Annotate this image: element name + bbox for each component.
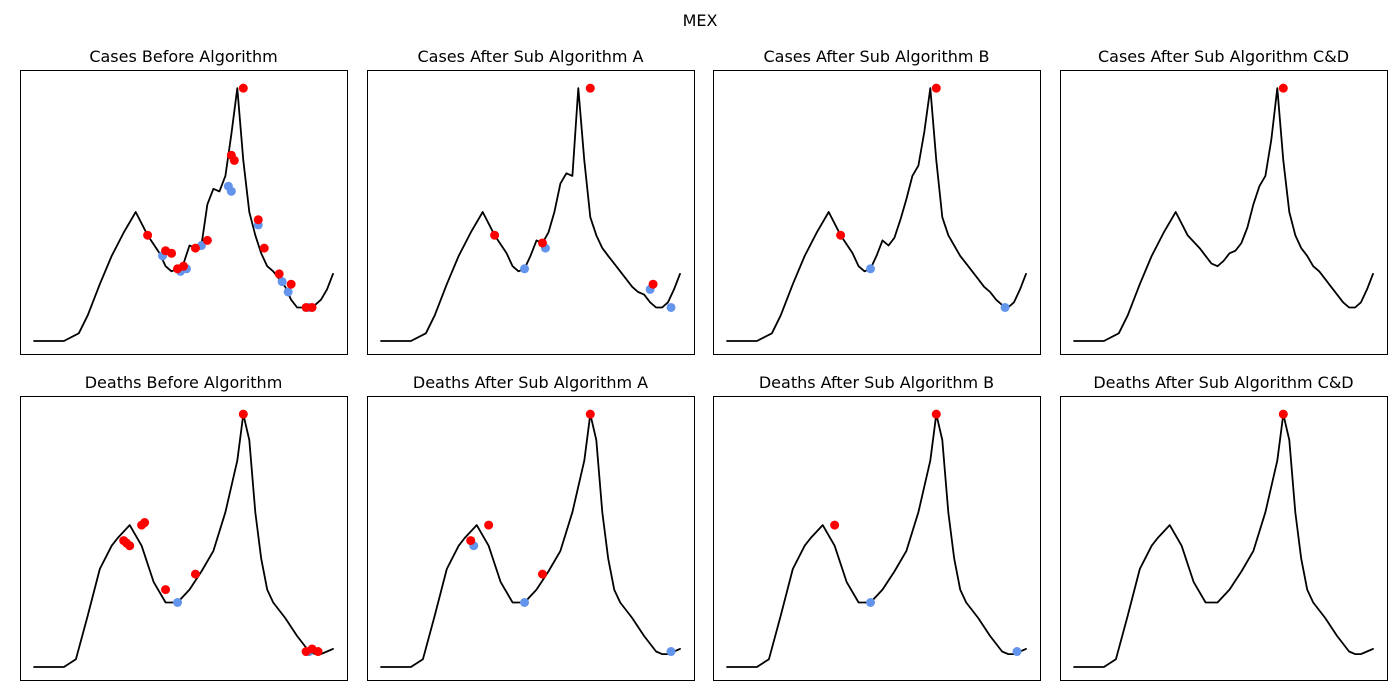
- series-line: [726, 87, 1027, 342]
- trough-point: [283, 287, 293, 297]
- axes-frame: [20, 70, 348, 355]
- trough-point: [520, 264, 530, 274]
- chart-panel-4: Cases After Sub Algorithm C&D: [1060, 47, 1388, 355]
- peak-point: [190, 569, 200, 579]
- axes-frame: [713, 396, 1041, 681]
- peak-point: [490, 230, 500, 240]
- peak-point: [125, 541, 135, 551]
- axes-frame: [20, 396, 348, 681]
- axes-frame: [367, 70, 695, 355]
- axes-frame: [1060, 396, 1388, 681]
- peak-point: [286, 279, 296, 289]
- peak-point: [167, 248, 177, 258]
- series-line: [380, 87, 681, 342]
- peak-point: [238, 409, 248, 419]
- axes-frame: [713, 70, 1041, 355]
- peak-point: [537, 569, 547, 579]
- peak-point: [931, 83, 941, 93]
- peak-point: [836, 230, 846, 240]
- trough-point: [866, 598, 876, 607]
- panel-title: Cases Before Algorithm: [89, 47, 277, 66]
- chart-panel-6: Deaths After Sub Algorithm A: [367, 373, 695, 681]
- figure-title: MEX: [682, 11, 718, 30]
- trough-point: [866, 264, 876, 274]
- panel-title: Cases After Sub Algorithm A: [417, 47, 643, 66]
- peak-point: [259, 243, 269, 253]
- peak-point: [830, 520, 840, 530]
- axes-frame: [1060, 70, 1388, 355]
- trough-point: [666, 302, 676, 312]
- peak-point: [202, 235, 212, 245]
- chart-panel-2: Cases After Sub Algorithm A: [367, 47, 695, 355]
- peak-point: [229, 155, 239, 165]
- series-line: [380, 413, 681, 668]
- panel-title: Deaths After Sub Algorithm A: [413, 373, 648, 392]
- peak-point: [307, 302, 317, 312]
- panel-title: Cases After Sub Algorithm C&D: [1098, 47, 1349, 66]
- peak-point: [274, 269, 284, 279]
- peak-point: [161, 585, 171, 595]
- peak-point: [484, 520, 494, 530]
- peak-point: [140, 518, 150, 528]
- peak-point: [190, 243, 200, 253]
- trough-point: [277, 277, 287, 287]
- trough-point: [226, 186, 236, 196]
- series-line: [33, 413, 334, 668]
- peak-point: [313, 647, 323, 657]
- trough-point: [1012, 647, 1022, 657]
- chart-panel-5: Deaths Before Algorithm: [20, 373, 348, 681]
- trough-point: [1000, 302, 1010, 312]
- panel-title: Deaths After Sub Algorithm C&D: [1093, 373, 1353, 392]
- trough-point: [520, 598, 530, 607]
- peak-point: [537, 238, 547, 248]
- axes-frame: [367, 396, 695, 681]
- trough-point: [173, 598, 183, 607]
- peak-point: [648, 279, 658, 289]
- peak-point: [238, 83, 248, 93]
- peak-point: [466, 536, 476, 546]
- peak-point: [143, 230, 153, 240]
- peak-point: [931, 409, 941, 419]
- peak-point: [1278, 409, 1288, 419]
- trough-point: [666, 647, 676, 657]
- peak-point: [179, 261, 188, 271]
- peak-point: [585, 409, 595, 419]
- panel-title: Cases After Sub Algorithm B: [763, 47, 989, 66]
- series-line: [1073, 87, 1374, 342]
- panel-title: Deaths Before Algorithm: [85, 373, 283, 392]
- peak-point: [585, 83, 595, 93]
- chart-panel-3: Cases After Sub Algorithm B: [713, 47, 1041, 355]
- chart-panel-1: Cases Before Algorithm: [20, 47, 348, 355]
- peak-point: [1278, 83, 1288, 93]
- series-line: [726, 413, 1027, 668]
- series-line: [1073, 413, 1374, 668]
- series-line: [33, 87, 334, 342]
- panel-title: Deaths After Sub Algorithm B: [759, 373, 994, 392]
- chart-panel-7: Deaths After Sub Algorithm B: [713, 373, 1041, 681]
- peak-point: [253, 215, 263, 225]
- chart-panel-8: Deaths After Sub Algorithm C&D: [1060, 373, 1388, 681]
